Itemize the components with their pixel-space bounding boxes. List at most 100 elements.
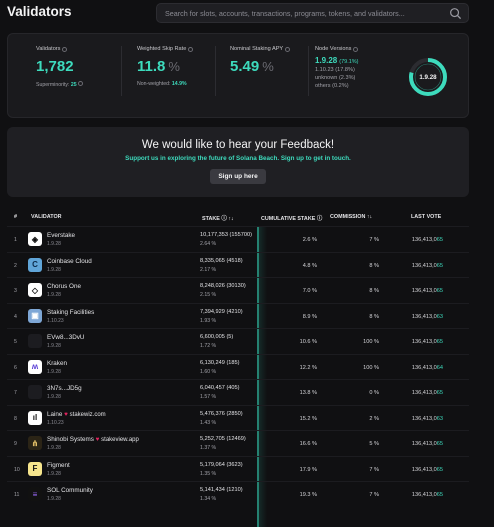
col-cumulative[interactable]: CUMULATIVE STAKE ⓘ: [261, 214, 322, 222]
last-vote-prefix: 136,413,0: [411, 492, 437, 498]
last-vote-suffix: 65: [436, 237, 443, 243]
last-vote-suffix: 64: [436, 364, 443, 371]
divider: [121, 46, 122, 96]
skip-rate-unit: %: [168, 59, 180, 74]
cumulative-stake: 15.2 %: [299, 415, 317, 422]
row-number: 6: [14, 364, 17, 371]
table-row[interactable]: 1 ◈ Everstake 1.9.28 10,177,353 (155700) 2.64…: [7, 226, 469, 252]
last-vote-prefix: 136,413,0: [411, 466, 437, 473]
validator-name-text: Kraken: [47, 359, 67, 367]
cumulative-stake: 4.8 %: [302, 262, 317, 269]
table-row[interactable]: 6 ʍ Kraken 1.9.28 6,130,249 (185) 1.60 % 12.2 …: [7, 353, 469, 380]
table-row[interactable]: 5 EVw8...3DvU 1.9.28 6,600,005 (5) 1.72 % 10.…: [7, 328, 469, 354]
last-vote-prefix: 136,413,0: [411, 441, 437, 447]
sign-up-button[interactable]: Sign up here: [210, 169, 266, 184]
validator-avatar-icon: ▣: [28, 308, 42, 323]
cumulative-stake: 19.3 %: [299, 492, 317, 498]
validator-name-text: Everstake: [47, 232, 75, 239]
validator-name[interactable]: SOL Community: [47, 487, 93, 494]
col-stake[interactable]: STAKE ⓘ ↑↓: [202, 214, 234, 222]
last-vote: 136,413,065: [412, 390, 443, 396]
validator-website[interactable]: stakeview.app: [101, 437, 139, 443]
validators-count: 1,782: [36, 58, 74, 75]
validator-version: 1.9.28: [47, 292, 61, 298]
table-row[interactable]: 7 3N7s...JD5g 1.9.28 6,040,457 (405) 1.57 % 1…: [7, 379, 469, 405]
validator-avatar-icon: [28, 385, 42, 399]
col-commission[interactable]: COMMISSION ↑↓: [330, 214, 372, 220]
validator-name-text: Laine: [47, 410, 63, 418]
last-vote-prefix: 136,413,0: [411, 313, 437, 320]
cumulative-stake: 12.2 %: [299, 364, 317, 371]
stake-percent: 1.34 %: [200, 496, 217, 502]
stake-percent: 1.35 %: [200, 470, 217, 477]
version-line: unknown (2.3%): [315, 75, 356, 81]
table-row[interactable]: 8 ıl Laine ♥ stakewiz.com 1.10.23 5,476,376 …: [7, 404, 469, 431]
last-vote-prefix: 136,413,0: [411, 237, 437, 243]
table-row[interactable]: 10 F Figment 1.9.28 5,179,064 (3623) 1.35 % 17…: [7, 455, 469, 482]
validator-avatar-icon: F: [28, 461, 42, 476]
info-icon[interactable]: [62, 46, 68, 52]
validator-website[interactable]: stakewiz.com: [69, 411, 106, 418]
validator-name[interactable]: Figment: [47, 462, 70, 469]
stake-value: 6,040,457 (405): [200, 385, 240, 391]
validator-name[interactable]: Laine ♥ stakewiz.com: [47, 411, 106, 418]
feedback-subtitle: Support us in exploring the future of So…: [125, 155, 351, 162]
validator-name[interactable]: Kraken: [47, 360, 67, 367]
row-number: 2: [14, 262, 17, 269]
search-input[interactable]: Search for slots, accounts, transactions…: [156, 3, 469, 23]
last-vote-prefix: 136,413,0: [411, 415, 437, 422]
search-placeholder: Search for slots, accounts, transactions…: [165, 8, 405, 18]
stake-value: 5,141,434 (1210): [200, 487, 243, 493]
sort-icon[interactable]: ↑↓: [366, 214, 373, 220]
sort-icon[interactable]: ↑↓: [228, 216, 234, 222]
info-icon[interactable]: [353, 46, 359, 52]
col-validator[interactable]: VALIDATOR: [31, 214, 62, 220]
info-icon: ⓘ: [316, 216, 323, 222]
last-vote-suffix: 65: [436, 288, 443, 294]
donut-arc: [409, 58, 447, 96]
apy-stat: Nominal Staking APY 5.49%: [230, 46, 291, 75]
validator-avatar-icon: ʍ: [28, 359, 42, 374]
info-icon[interactable]: [78, 81, 84, 86]
table-row[interactable]: 11 ≡ SOL Community 1.9.28 5,141,434 (1210) 1.…: [7, 481, 469, 507]
stake-value: 5,179,064 (3623): [200, 461, 243, 468]
last-vote-prefix: 136,413,0: [411, 288, 437, 294]
row-number: 8: [14, 415, 17, 422]
validator-avatar-icon: ◇: [28, 283, 42, 297]
last-vote: 136,413,063: [412, 314, 443, 320]
table-row[interactable]: 3 ◇ Chorus One 1.9.28 8,248,026 (30130) 2.15 …: [7, 277, 469, 303]
validator-name[interactable]: Chorus One: [47, 283, 81, 290]
validator-name[interactable]: EVw8...3DvU: [47, 334, 84, 341]
col-commission-label: COMMISSION: [330, 214, 366, 220]
validator-name[interactable]: Coinbase Cloud: [47, 258, 92, 265]
validator-name[interactable]: Staking Facilities: [47, 309, 94, 316]
validator-name[interactable]: Shinobi Systems ♥ stakeview.app: [47, 436, 139, 443]
col-last-vote[interactable]: LAST VOTE: [411, 214, 442, 220]
version-line: 1.10.23 (17.8%): [315, 67, 355, 73]
info-icon[interactable]: [285, 46, 291, 52]
last-vote-suffix: 65: [436, 390, 443, 396]
table-row[interactable]: 2 C Coinbase Cloud 1.9.28 8,335,065 (4518) 2.…: [7, 251, 469, 278]
validator-name[interactable]: 3N7s...JD5g: [47, 385, 82, 392]
validator-name[interactable]: Everstake: [47, 232, 75, 239]
last-vote-suffix: 65: [436, 262, 443, 269]
stake-percent: 2.15 %: [200, 292, 217, 298]
cumulative-stake: 8.9 %: [302, 313, 317, 320]
last-vote: 136,413,065: [412, 288, 443, 294]
commission: 5 %: [369, 441, 379, 447]
validator-name-text: 3N7s...JD5g: [47, 385, 82, 392]
version-main: 1.9.28: [315, 56, 338, 65]
donut-label: 1.9.28: [419, 74, 437, 81]
stake-value: 5,252,705 (12469): [200, 436, 246, 442]
validator-version: 1.9.28: [47, 368, 61, 375]
validator-name-text: EVw8...3DvU: [47, 334, 85, 341]
apy-value: 5.49: [230, 58, 260, 75]
search-icon[interactable]: [449, 7, 462, 20]
info-icon[interactable]: [188, 46, 194, 52]
table-row[interactable]: 4 ▣ Staking Facilities 1.10.23 7,394,929 (42…: [7, 302, 469, 329]
divider: [308, 46, 309, 96]
non-weighted-label: Non-weighted:: [137, 81, 171, 87]
table-row[interactable]: 9 ⋔ Shinobi Systems ♥ stakeview.app 1.9.28 5…: [7, 430, 469, 456]
validator-name-text: Coinbase Cloud: [47, 257, 92, 265]
skip-rate-stat: Weighted Skip Rate 11.8% Non-weighted: 1…: [137, 46, 194, 87]
